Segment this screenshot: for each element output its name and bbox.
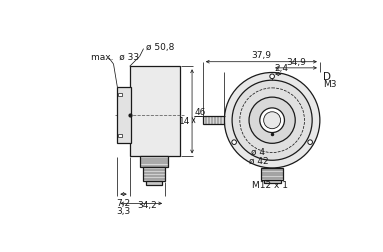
Circle shape <box>264 112 281 129</box>
Bar <box>117 88 131 144</box>
Bar <box>143 168 165 181</box>
Bar <box>146 181 162 185</box>
Text: D: D <box>323 71 331 81</box>
Circle shape <box>260 108 285 133</box>
Circle shape <box>232 81 312 161</box>
Text: 14: 14 <box>179 116 190 125</box>
Bar <box>140 157 168 168</box>
Text: 46: 46 <box>194 107 206 116</box>
Bar <box>118 135 121 138</box>
Circle shape <box>249 98 295 144</box>
Text: M3: M3 <box>323 79 336 88</box>
Text: M12 x 1: M12 x 1 <box>252 181 288 190</box>
Text: 2,4: 2,4 <box>274 64 288 73</box>
Text: 7,2: 7,2 <box>116 198 131 207</box>
Bar <box>203 117 224 124</box>
Bar <box>261 168 283 180</box>
Bar <box>118 94 121 97</box>
Text: ø 4: ø 4 <box>250 147 265 156</box>
Circle shape <box>232 140 236 145</box>
Text: max.  ø 33: max. ø 33 <box>91 53 139 61</box>
Circle shape <box>308 140 313 145</box>
Text: 37,9: 37,9 <box>251 51 271 60</box>
Text: 3,3: 3,3 <box>116 206 131 215</box>
Text: 34,2: 34,2 <box>137 201 157 209</box>
Text: ø 42: ø 42 <box>249 156 268 165</box>
Circle shape <box>224 73 320 168</box>
Bar <box>264 180 281 184</box>
Text: 34,9: 34,9 <box>286 57 306 66</box>
Circle shape <box>270 75 275 79</box>
Text: ø 50,8: ø 50,8 <box>146 43 174 52</box>
Bar <box>130 67 180 157</box>
